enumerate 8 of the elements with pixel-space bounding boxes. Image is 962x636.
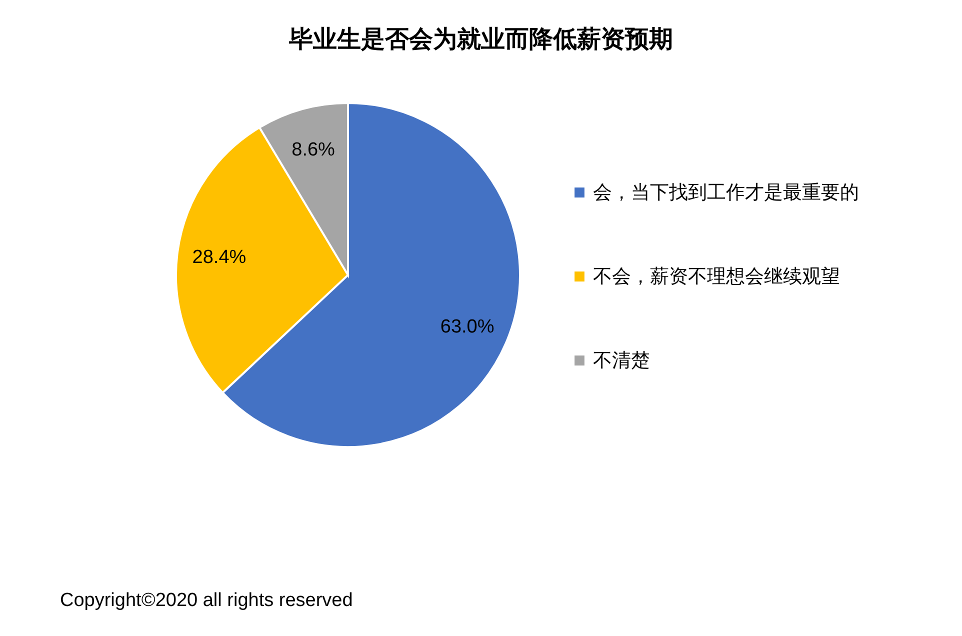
chart-title: 毕业生是否会为就业而降低薪资预期 bbox=[288, 26, 673, 53]
data-label: 28.4% bbox=[192, 247, 246, 268]
text: Copyright©2020 all rights reserved bbox=[60, 590, 353, 611]
data-label: 8.6% bbox=[292, 140, 336, 161]
legend-label: 不会，薪资不理想会继续观望 bbox=[593, 266, 840, 288]
legend-label: 不清楚 bbox=[593, 350, 650, 372]
legend-label: 会，当下找到工作才是最重要的 bbox=[593, 182, 859, 204]
data-label: 63.0% bbox=[440, 316, 494, 338]
